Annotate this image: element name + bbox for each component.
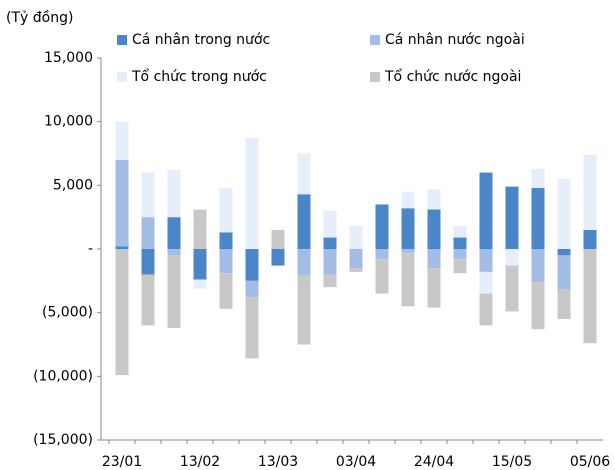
- bar-segment: [375, 249, 389, 260]
- bar-segment: [297, 194, 311, 249]
- bar-segment: [505, 249, 519, 266]
- bar-segment: [193, 209, 207, 249]
- y-tick-label: (5,000): [42, 305, 93, 321]
- bar-segment: [583, 249, 597, 344]
- bar-segment: [375, 204, 389, 249]
- y-tick-label: -: [88, 241, 93, 257]
- bar-segment: [245, 249, 259, 281]
- bar-segment: [583, 229, 597, 249]
- bar-segment: [427, 268, 441, 308]
- bar-segment: [453, 237, 467, 249]
- bar-segment: [167, 170, 181, 218]
- bar-segment: [219, 232, 233, 249]
- bar-segment: [271, 229, 285, 249]
- bar-segment: [479, 293, 493, 326]
- bar-segment: [505, 186, 519, 249]
- y-tick-label: 15,000: [44, 50, 93, 66]
- bar-segment: [427, 189, 441, 210]
- bar-segment: [323, 249, 337, 275]
- bar-segment: [141, 249, 155, 275]
- bar-segment: [453, 226, 467, 238]
- bar-segment: [323, 210, 337, 238]
- bar-segment: [245, 280, 259, 298]
- bar-segment: [427, 249, 441, 269]
- bar-segment: [271, 249, 285, 266]
- bar-segment: [193, 279, 207, 289]
- bar-segment: [479, 249, 493, 272]
- bar-segment: [141, 172, 155, 218]
- bar-segment: [401, 252, 415, 307]
- y-tick-label: 10,000: [44, 114, 93, 130]
- legend-swatch: [370, 72, 380, 82]
- bar-segment: [219, 249, 233, 274]
- bar-segment: [115, 246, 129, 249]
- bar-segment: [427, 209, 441, 249]
- bar-segment: [167, 249, 181, 256]
- bar-segment: [219, 187, 233, 233]
- y-axis-label: (Tỷ đồng): [6, 9, 73, 26]
- bar-segment: [219, 273, 233, 309]
- bar-segment: [531, 168, 545, 188]
- bar-segment: [557, 255, 571, 290]
- legend-label: Cá nhân trong nước: [132, 32, 270, 48]
- bar-segment: [453, 259, 467, 274]
- bar-segment: [167, 217, 181, 249]
- bar-segment: [167, 255, 181, 328]
- x-tick-label: 13/03: [258, 454, 298, 470]
- bar-segment: [245, 297, 259, 359]
- bar-segment: [349, 226, 363, 249]
- x-tick-label: 15/05: [492, 454, 532, 470]
- bar-segment: [531, 282, 545, 330]
- bar-segment: [557, 289, 571, 320]
- bar-segment: [297, 153, 311, 195]
- bar-segment: [349, 249, 363, 269]
- bar-segment: [323, 237, 337, 249]
- x-tick-label: 23/01: [102, 454, 142, 470]
- bar-segment: [349, 268, 363, 272]
- bar-segment: [141, 274, 155, 326]
- x-tick-label: 05/06: [570, 454, 610, 470]
- bar-segment: [453, 249, 467, 260]
- bar-segment: [401, 191, 415, 209]
- x-tick-label: 24/04: [414, 454, 454, 470]
- y-tick-label: (15,000): [33, 432, 93, 448]
- bar-segment: [297, 249, 311, 276]
- legend-label: Tổ chức trong nước: [131, 68, 267, 85]
- bar-segment: [401, 208, 415, 249]
- legend-label: Cá nhân nước ngoài: [385, 32, 525, 48]
- bar-segment: [245, 138, 259, 249]
- bar-segment: [115, 249, 129, 376]
- legend-swatch: [117, 35, 127, 45]
- legend-swatch: [370, 35, 380, 45]
- bar-segment: [531, 249, 545, 283]
- bar-segment: [505, 265, 519, 312]
- bar-segment: [531, 187, 545, 249]
- y-tick-label: (10,000): [33, 368, 93, 384]
- x-tick-label: 13/02: [180, 454, 220, 470]
- bar-segment: [323, 274, 337, 288]
- bar-segment: [115, 121, 129, 160]
- bar-segment: [583, 154, 597, 230]
- bar-segment: [401, 249, 415, 253]
- bar-segment: [479, 271, 493, 294]
- bar-segment: [375, 259, 389, 294]
- x-tick-label: 03/04: [336, 454, 376, 470]
- bar-segment: [115, 159, 129, 247]
- y-tick-label: 5,000: [53, 177, 93, 193]
- legend-swatch: [117, 72, 127, 82]
- bar-segment: [557, 178, 571, 249]
- bar-segment: [297, 275, 311, 345]
- bar-segment: [141, 217, 155, 249]
- bar-segment: [557, 249, 571, 256]
- bar-segment: [193, 249, 207, 280]
- legend-label: Tổ chức nước ngoài: [384, 68, 521, 85]
- bar-segment: [479, 172, 493, 249]
